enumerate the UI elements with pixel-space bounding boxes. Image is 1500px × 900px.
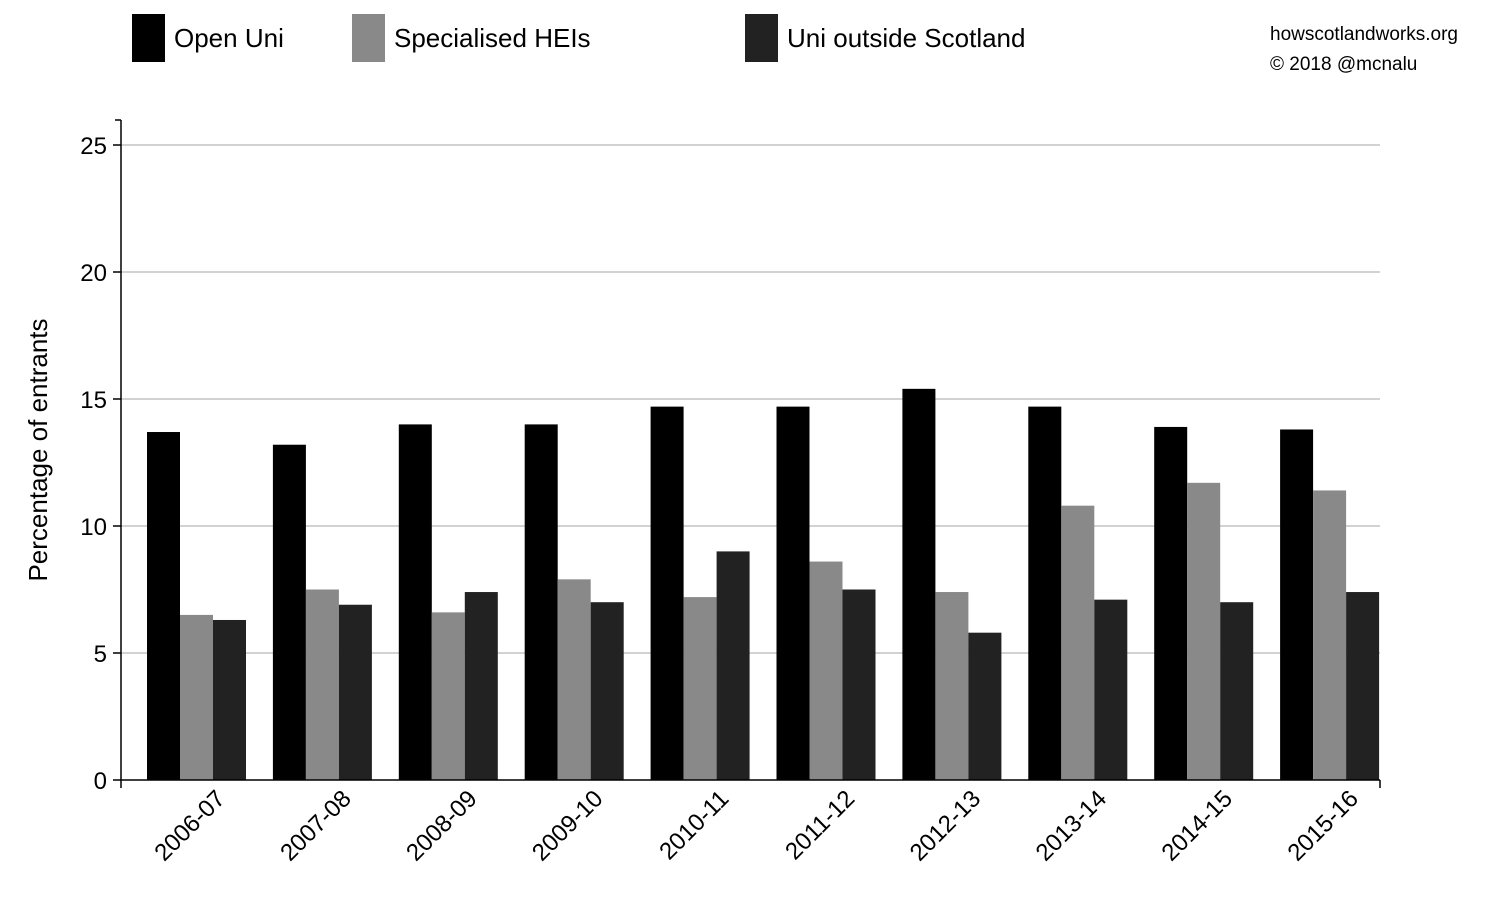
bar: [809, 561, 843, 780]
bar: [1154, 426, 1188, 780]
x-tick-label: 2010-11: [654, 785, 734, 865]
bar: [716, 551, 750, 780]
bar: [902, 388, 936, 780]
bar: [213, 619, 246, 780]
bar: [1061, 505, 1095, 780]
bar: [147, 432, 180, 780]
bar: [842, 589, 876, 780]
bar: [398, 424, 432, 780]
credit-site: howscotlandworks.org: [1270, 24, 1458, 45]
legend-swatch: [352, 14, 385, 62]
bar: [1346, 592, 1380, 780]
credit-copyright: © 2018 @mcnalu: [1270, 54, 1417, 75]
x-axis-ticks: 2006-07 2007-08 2008-09 2009-10 2010-11 2011-…: [149, 785, 1363, 866]
legend-item: Specialised HEIs: [352, 14, 591, 62]
legend: Open Uni Specialised HEIs Uni outside Scot…: [132, 14, 1025, 62]
bars: [147, 388, 1380, 780]
x-tick-label: 2006-07: [149, 785, 230, 866]
legend-swatch: [745, 14, 778, 62]
bar: [590, 602, 624, 780]
bar: [1313, 490, 1347, 780]
legend-label: Uni outside Scotland: [787, 23, 1025, 53]
bar: [305, 589, 339, 780]
bar: [968, 632, 1002, 780]
bar: [464, 592, 498, 780]
legend-label: Specialised HEIs: [394, 23, 591, 53]
y-tick-label: 25: [80, 133, 107, 160]
bar: [935, 592, 969, 780]
y-tick-label: 20: [80, 260, 107, 287]
y-tick-label: 10: [80, 514, 107, 541]
bar: [683, 597, 717, 780]
bar: [1280, 429, 1314, 780]
x-tick-label: 2009-10: [527, 785, 608, 866]
x-tick-label: 2008-09: [401, 785, 482, 866]
legend-swatch: [132, 14, 165, 62]
y-axis-ticks: 0 5 10 15 20 25: [80, 133, 121, 795]
legend-item: Open Uni: [132, 14, 284, 62]
bar: [180, 614, 213, 780]
bar: [524, 424, 558, 780]
x-tick-label: 2012-13: [905, 785, 986, 866]
y-tick-label: 0: [94, 768, 107, 795]
legend-label: Open Uni: [174, 23, 284, 53]
bar: [1220, 602, 1254, 780]
x-tick-label: 2007-08: [275, 785, 356, 866]
axes: [115, 119, 1381, 788]
x-tick-label: 2014-15: [1157, 785, 1238, 866]
bar: [431, 612, 465, 780]
bar: [1187, 482, 1221, 780]
bar: [272, 444, 306, 780]
x-tick-label: 2015-16: [1282, 785, 1363, 866]
x-tick-label: 2011-12: [780, 785, 860, 865]
y-tick-label: 5: [94, 641, 107, 668]
x-tick-label: 2013-14: [1031, 785, 1112, 866]
bar: [776, 406, 810, 780]
y-tick-label: 15: [80, 387, 107, 414]
legend-item: Uni outside Scotland: [745, 14, 1025, 62]
bar: [557, 579, 591, 780]
y-axis-label: Percentage of entrants: [23, 318, 53, 581]
bar: [1028, 406, 1062, 780]
bar: [1094, 599, 1128, 780]
bar: [338, 604, 372, 780]
bar: [650, 406, 684, 780]
